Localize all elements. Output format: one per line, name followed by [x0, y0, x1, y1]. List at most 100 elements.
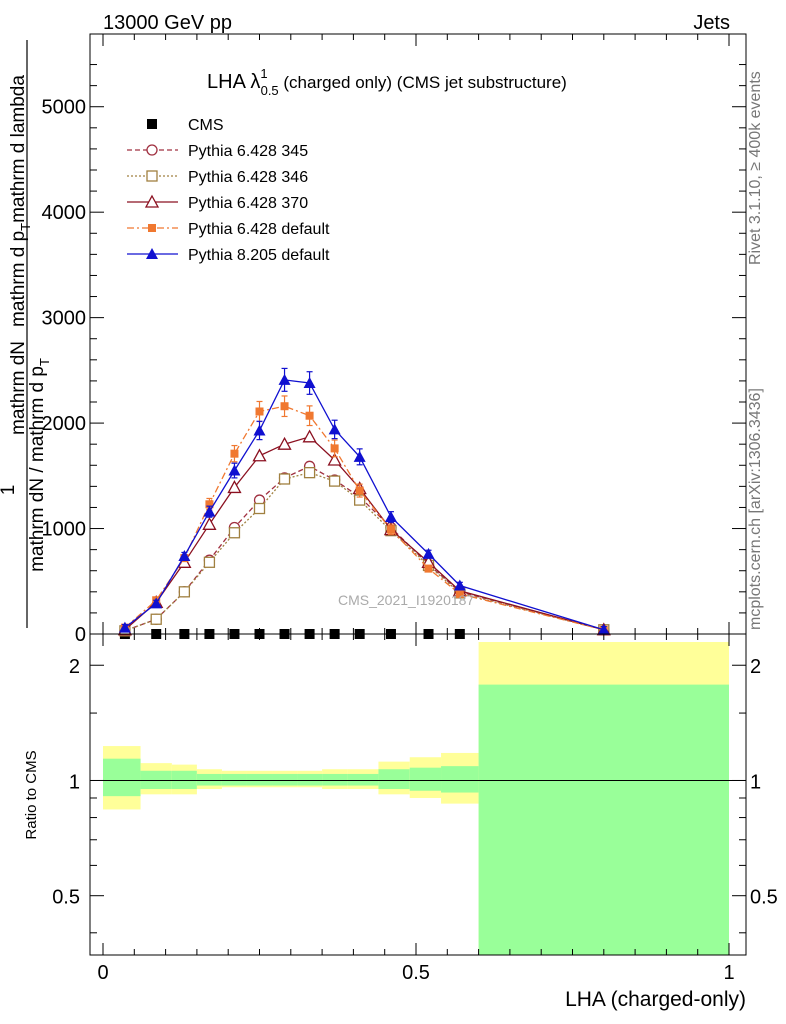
data-point	[386, 525, 395, 534]
main-ytick-label: 0	[75, 624, 86, 646]
legend-label: Pythia 8.205 default	[188, 247, 330, 264]
data-point	[305, 411, 314, 420]
ratio-band-inner	[272, 773, 298, 786]
ratio-frame	[89, 633, 747, 956]
data-point	[203, 505, 216, 517]
legend-marker	[148, 224, 156, 232]
ratio-band-inner	[441, 766, 479, 793]
data-point	[253, 502, 266, 515]
data-point	[278, 473, 291, 485]
ratio-band-inner	[171, 770, 197, 789]
ratio-band-inner	[140, 770, 172, 789]
ylabel-denominator: mathrm dN / mathrm d pT	[27, 358, 52, 572]
data-point	[178, 586, 191, 598]
ratio-ytick-label-right: 2	[750, 656, 761, 678]
main-ytick-label: 3000	[42, 308, 87, 330]
data-point	[422, 547, 435, 559]
ratio-band-inner	[378, 769, 410, 789]
legend-label: Pythia 6.428 346	[188, 169, 308, 186]
data-point	[277, 436, 292, 450]
legend-label: Pythia 6.428 default	[188, 221, 330, 238]
ratio-ytick-label-right: 1	[750, 771, 761, 793]
plot-title-main: LHA λ	[207, 71, 260, 93]
ratio-axis-ticks: 0.5 0.5 1 1 2 2 0 0.5 1	[52, 634, 778, 984]
ratio-band-inner	[297, 773, 323, 786]
data-point	[453, 579, 466, 591]
data-point	[424, 564, 433, 573]
ratio-band-inner	[409, 767, 442, 791]
legend-label: CMS	[188, 117, 224, 134]
rivet-version: Rivet 3.1.10, ≥ 400k events	[747, 71, 764, 265]
data-point	[150, 597, 163, 609]
data-point	[178, 549, 191, 561]
header-process: 13000 GeV pp	[103, 12, 232, 34]
ratio-band-inner	[347, 773, 379, 786]
data-point	[597, 623, 610, 635]
data-point	[228, 527, 241, 539]
data-point	[150, 613, 162, 625]
series-line	[124, 472, 604, 632]
data-point	[384, 510, 397, 522]
legend-marker	[144, 194, 160, 208]
data-point	[253, 424, 266, 436]
x-axis-label: LHA (charged-only)	[565, 988, 746, 1011]
main-ytick-label: 2000	[42, 413, 87, 435]
ratio-band-inner	[103, 758, 141, 797]
data-point	[328, 475, 341, 487]
data-point	[230, 449, 239, 458]
data-point	[228, 464, 241, 476]
ratio-ytick-label: 1	[69, 771, 80, 793]
main-ytick-label: 4000	[42, 202, 87, 224]
data-point	[252, 448, 267, 462]
plot-title-rest: (charged only) (CMS jet substructure)	[279, 73, 567, 92]
data-point	[278, 373, 291, 385]
data-point	[303, 467, 316, 479]
plot-title-sup: 1	[260, 66, 267, 81]
legend-marker	[146, 144, 158, 156]
ratio-band-inner	[221, 773, 247, 786]
data-point	[302, 429, 317, 443]
plot-title-sub: 0.5	[261, 83, 279, 98]
main-series-group	[117, 367, 611, 639]
ratio-ytick-label-right: 0.5	[750, 887, 778, 909]
main-axis-ticks: 0 1000 2000 3000 4000 5000	[42, 34, 746, 646]
data-point	[118, 621, 131, 633]
main-ytick-label: 1000	[42, 519, 87, 541]
series-line	[124, 379, 604, 631]
ratio-ytick-label: 2	[69, 656, 80, 678]
data-point	[353, 450, 366, 462]
legend-label: Pythia 6.428 370	[188, 195, 308, 212]
plot-title: LHA λ1 0.5 (charged only) (CMS jet substr…	[207, 66, 567, 98]
ratio-xtick-label: 0	[97, 962, 108, 984]
legend-marker	[146, 248, 158, 259]
ratio-band-inner	[478, 684, 729, 955]
data-point	[303, 377, 316, 389]
ratio-bands	[89, 633, 747, 956]
ratio-xtick-label: 1	[723, 962, 734, 984]
legend: CMS Pythia 6.428 345 Pythia 6.428 346 Pythi…	[127, 117, 330, 264]
main-ylabel: mathrm dNmathrm d pTmathrm d lambda 1 ma…	[0, 40, 52, 628]
data-point	[328, 423, 341, 435]
data-point	[355, 486, 364, 495]
analysis-watermark: CMS_2021_I1920187	[338, 592, 474, 608]
series-line	[124, 436, 604, 631]
data-point	[330, 444, 339, 453]
main-ytick-label: 5000	[42, 97, 87, 119]
ylabel-numerator: mathrm dNmathrm d pTmathrm d lambda	[8, 75, 33, 435]
data-point	[203, 556, 216, 568]
data-point	[255, 407, 264, 416]
legend-marker	[146, 170, 158, 182]
data-point	[227, 480, 242, 494]
ratio-ytick-label: 0.5	[52, 887, 80, 909]
ratio-band-inner	[322, 773, 348, 786]
data-point	[327, 452, 342, 466]
ylabel-one: 1	[0, 485, 19, 496]
data-point	[202, 516, 217, 530]
legend-marker	[147, 119, 157, 129]
legend-label: Pythia 6.428 345	[188, 143, 308, 160]
ratio-xtick-label: 0.5	[402, 962, 430, 984]
ratio-band-inner	[196, 773, 222, 786]
mcplots-credit: mcplots.cern.ch [arXiv:1306.3436]	[747, 388, 764, 630]
header-category: Jets	[693, 12, 730, 34]
